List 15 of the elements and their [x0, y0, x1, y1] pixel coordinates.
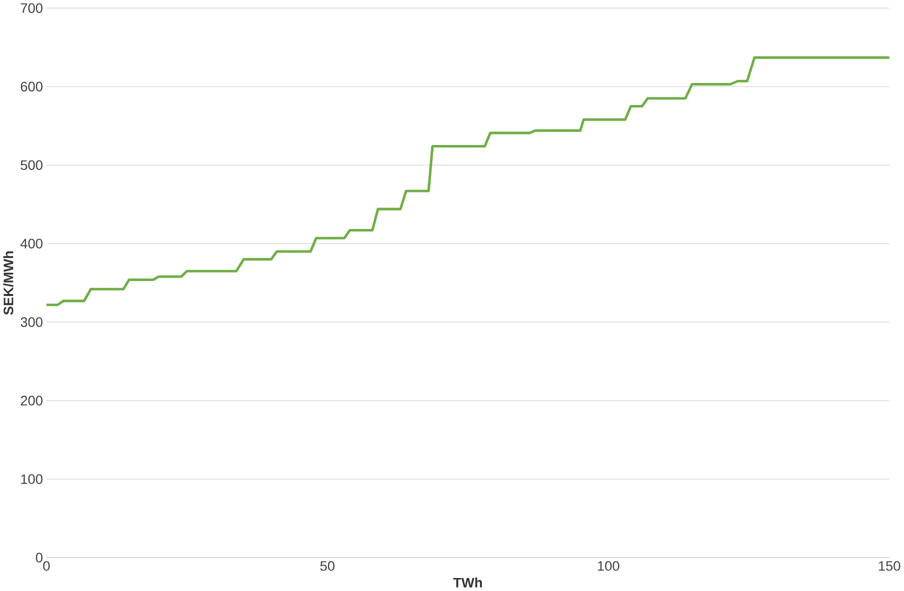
- x-tick-label: 100: [598, 561, 620, 571]
- y-tick-label: 400: [20, 238, 42, 249]
- y-tick-label: 300: [20, 317, 42, 328]
- y-tick-label: 600: [20, 82, 42, 92]
- y-tick-label: 700: [20, 3, 42, 14]
- y-tick-label: 0: [36, 552, 42, 563]
- line-series: [45, 56, 891, 306]
- x-tick-label: 50: [320, 561, 334, 571]
- x-tick-label: 0: [43, 561, 50, 571]
- y-tick-label: 500: [20, 160, 42, 170]
- x-axis-title: TWh: [453, 578, 482, 588]
- y-tick-label: 100: [21, 474, 42, 484]
- y-tick-label: 200: [20, 396, 42, 406]
- y-axis-title: SEK/MWh: [3, 252, 14, 315]
- x-tick-label: 150: [878, 561, 900, 571]
